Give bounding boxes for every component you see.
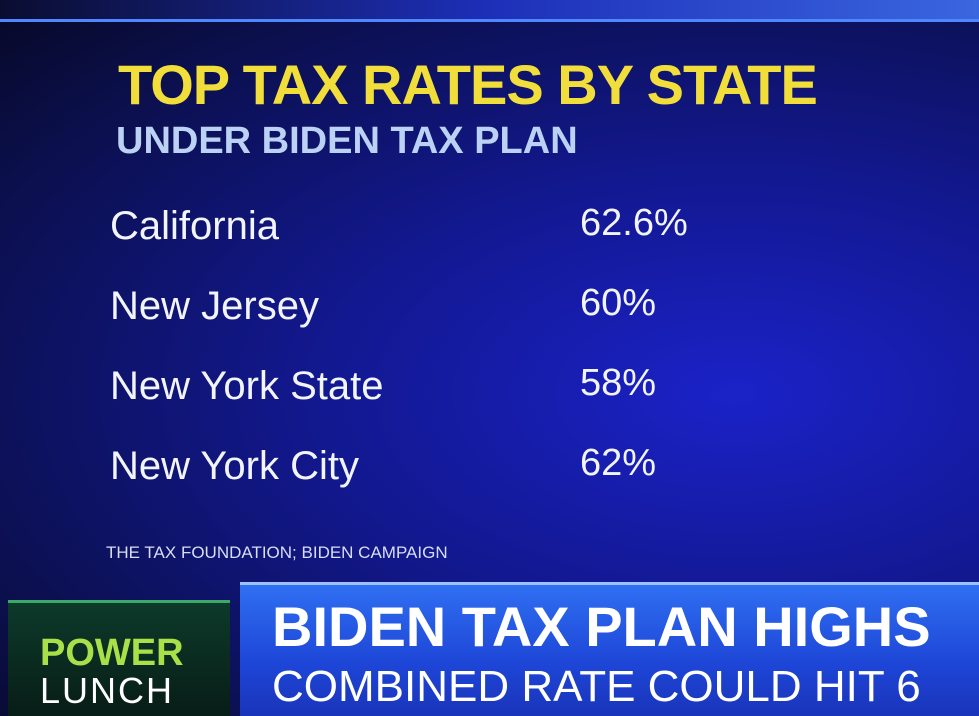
show-name: LUNCH bbox=[40, 670, 175, 711]
rate-cell: 62% bbox=[580, 442, 657, 484]
headline-box bbox=[240, 582, 979, 716]
source: THE TAX FOUNDATION; BIDEN CAMPAIGN bbox=[106, 543, 448, 562]
rate-cell: 62.6% bbox=[580, 202, 688, 244]
rate-cell: 58% bbox=[580, 362, 657, 404]
state-cell: California bbox=[110, 204, 279, 248]
top-bar bbox=[0, 0, 979, 22]
state-cell: New York State bbox=[110, 364, 384, 408]
title: TOP TAX RATES BY STATE bbox=[118, 53, 818, 116]
state-cell: New Jersey bbox=[110, 284, 319, 328]
headline: BIDEN TAX PLAN HIGHS bbox=[272, 595, 931, 658]
subheadline: COMBINED RATE COULD HIT 6 bbox=[272, 662, 921, 711]
state-cell: New York City bbox=[110, 444, 359, 488]
rate-cell: 60% bbox=[580, 282, 657, 324]
subtitle: UNDER BIDEN TAX PLAN bbox=[116, 120, 578, 162]
show-logo bbox=[8, 600, 230, 716]
show-name: POWER bbox=[40, 632, 184, 674]
